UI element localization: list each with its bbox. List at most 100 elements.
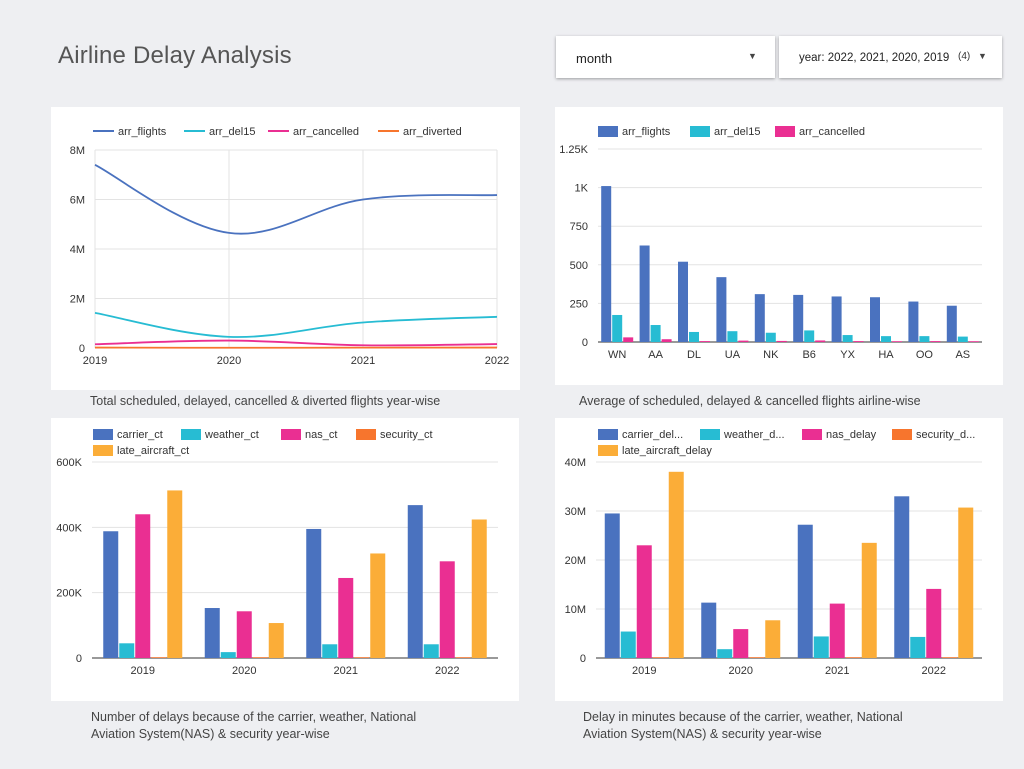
bar-late-aircraft-ct-2019 (167, 490, 183, 658)
legend-swatch-weather-delay (700, 429, 720, 440)
x-tick-label: 2020 (217, 355, 241, 367)
y-tick-label: 0 (79, 343, 85, 355)
caption-line: Number of delays because of the carrier,… (91, 710, 417, 724)
bar-arr-flights-nk (754, 294, 765, 342)
x-tick-label: NK (763, 349, 779, 361)
legend-label-carrier-ct: carrier_ct (117, 429, 163, 441)
y-tick-label: 600K (56, 457, 82, 469)
delay-counts-bar-chart: carrier_ct weather_ct nas_ct security_ctlat… (56, 429, 498, 677)
bar-late-aircraft-ct-2020 (268, 623, 284, 658)
page-title: Airline Delay Analysis (58, 42, 292, 69)
y-tick-label: 250 (570, 298, 588, 310)
chevron-down-icon: ▼ (748, 51, 757, 61)
chart-panel-delay-counts: carrier_ct weather_ct nas_ct security_ct lat… (51, 418, 519, 701)
x-tick-label: DL (687, 349, 701, 361)
legend-label-security-ct: security_ct (380, 429, 433, 441)
bar-nas-delay-2020 (733, 629, 749, 658)
legend-swatch-arr-del15 (690, 126, 710, 137)
bar-security-delay-2022 (942, 657, 958, 658)
legend-label-arr-diverted: arr_diverted (403, 126, 462, 138)
bar-late-aircraft-delay-2022 (958, 507, 974, 658)
legend-swatch-weather-ct (181, 429, 201, 440)
x-tick-label: UA (725, 349, 741, 361)
bar-security-delay-2020 (749, 657, 765, 658)
x-tick-label: WN (608, 349, 626, 361)
bar-carrier-ct-2021 (306, 528, 322, 658)
bar-weather-ct-2022 (423, 644, 439, 658)
x-tick-label: 2021 (334, 665, 358, 677)
legend-label-late-aircraft-ct: late_aircraft_ct (117, 445, 189, 457)
legend-label-weather-ct: weather_ct (204, 429, 259, 441)
bar-nas-delay-2021 (829, 603, 845, 658)
bar-weather-delay-2020 (717, 649, 733, 658)
x-tick-label: 2019 (83, 355, 107, 367)
bar-weather-delay-2022 (910, 636, 926, 658)
legend-swatch-security-delay (892, 429, 912, 440)
bar-arr-del15-as (957, 336, 968, 342)
y-tick-label: 6M (70, 195, 85, 207)
x-tick-label: AS (955, 349, 970, 361)
y-tick-label: 2M (70, 294, 85, 306)
bar-weather-delay-2021 (813, 636, 829, 658)
y-tick-label: 1.25K (559, 144, 588, 156)
bar-nas-delay-2019 (636, 545, 652, 658)
chart-panel-yearly-flights: arr_flights arr_del15 arr_cancelled arr_div… (51, 107, 520, 390)
year-dropdown[interactable]: year: 2022, 2021, 2020, 2019 (4) ▼ (779, 36, 1002, 78)
bar-arr-flights-ha (870, 297, 880, 342)
x-tick-label: 2022 (435, 665, 459, 677)
yearly-flights-line-chart: arr_flights arr_del15 arr_cancelled arr_div… (70, 126, 510, 367)
legend-label-carrier-delay: carrier_del... (622, 429, 683, 441)
y-tick-label: 0 (76, 653, 82, 665)
caption-line: Aviation System(NAS) & security year-wis… (91, 727, 330, 741)
legend-label-nas-delay: nas_delay (826, 429, 877, 441)
series-line-arr-flights (94, 164, 498, 235)
bar-arr-flights-b6 (793, 294, 804, 342)
bar-security-ct-2020 (252, 657, 268, 658)
bar-arr-del15-wn (612, 314, 623, 342)
legend-swatch-nas-delay (802, 429, 822, 440)
dimension-dropdown[interactable]: month ▼ (556, 36, 775, 78)
bar-late-aircraft-delay-2021 (861, 542, 877, 658)
legend-swatch-security-ct (356, 429, 376, 440)
chart-panel-airline-averages: arr_flights arr_del15 arr_cancelled 0 250 500… (555, 107, 1003, 385)
bar-arr-flights-as (946, 305, 957, 342)
delay-minutes-bar-chart: carrier_del... weather_d... nas_delay secur… (565, 429, 982, 677)
legend-swatch-late-aircraft-ct (93, 445, 113, 456)
y-tick-label: 400K (56, 522, 82, 534)
x-tick-label: HA (878, 349, 894, 361)
bar-nas-delay-2022 (926, 588, 942, 658)
bar-late-aircraft-delay-2019 (668, 471, 684, 658)
x-tick-label: 2021 (825, 665, 849, 677)
bar-arr-cancelled-aa (661, 339, 672, 342)
y-tick-label: 20M (565, 555, 586, 567)
chevron-down-icon: ▼ (978, 51, 987, 61)
y-tick-label: 10M (565, 604, 586, 616)
bar-arr-cancelled-oo (930, 341, 941, 342)
airline-averages-bar-chart: arr_flights arr_del15 arr_cancelled 0 250 500… (559, 126, 982, 361)
bar-weather-ct-2021 (322, 644, 338, 658)
bar-arr-cancelled-nk (776, 340, 787, 342)
bar-nas-ct-2022 (439, 561, 455, 658)
x-tick-label: 2019 (632, 665, 656, 677)
x-tick-label: OO (916, 349, 934, 361)
bar-arr-del15-yx (842, 335, 853, 342)
x-tick-label: 2022 (922, 665, 946, 677)
legend-label-weather-delay: weather_d... (723, 429, 785, 441)
legend-label-security-delay: security_d... (916, 429, 975, 441)
bar-security-ct-2021 (354, 657, 370, 658)
year-dropdown-value: year: 2022, 2021, 2020, 2019 (799, 52, 950, 64)
y-tick-label: 1K (575, 183, 589, 195)
y-tick-label: 0 (580, 653, 586, 665)
bar-weather-ct-2020 (220, 652, 236, 658)
bar-arr-flights-wn (601, 186, 612, 342)
bar-arr-cancelled-ha (892, 341, 902, 342)
caption-line: Aviation System(NAS) & security year-wis… (583, 727, 822, 741)
legend-swatch-arr-flights (598, 126, 618, 137)
legend-label-arr-flights: arr_flights (118, 126, 167, 138)
caption-airline-averages: Average of scheduled, delayed & cancelle… (579, 394, 921, 408)
bar-arr-del15-aa (650, 325, 661, 342)
y-tick-label: 750 (570, 221, 588, 233)
bar-arr-flights-yx (831, 296, 842, 342)
bar-arr-flights-aa (639, 245, 650, 342)
caption-line: Delay in minutes because of the carrier,… (583, 710, 903, 724)
